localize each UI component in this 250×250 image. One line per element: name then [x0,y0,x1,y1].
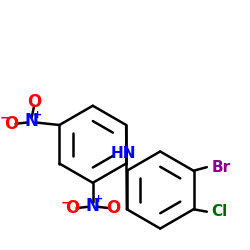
Text: +: + [33,110,42,120]
Text: O: O [65,199,80,217]
Text: Br: Br [212,160,231,175]
Text: +: + [94,194,104,204]
Text: O: O [106,199,120,217]
Text: Cl: Cl [212,204,228,219]
Text: N: N [86,197,100,215]
Text: HN: HN [110,146,136,161]
Text: −: − [60,196,71,209]
Text: −: − [0,112,10,125]
Text: O: O [4,115,18,133]
Text: O: O [27,93,41,111]
Text: N: N [25,112,39,130]
